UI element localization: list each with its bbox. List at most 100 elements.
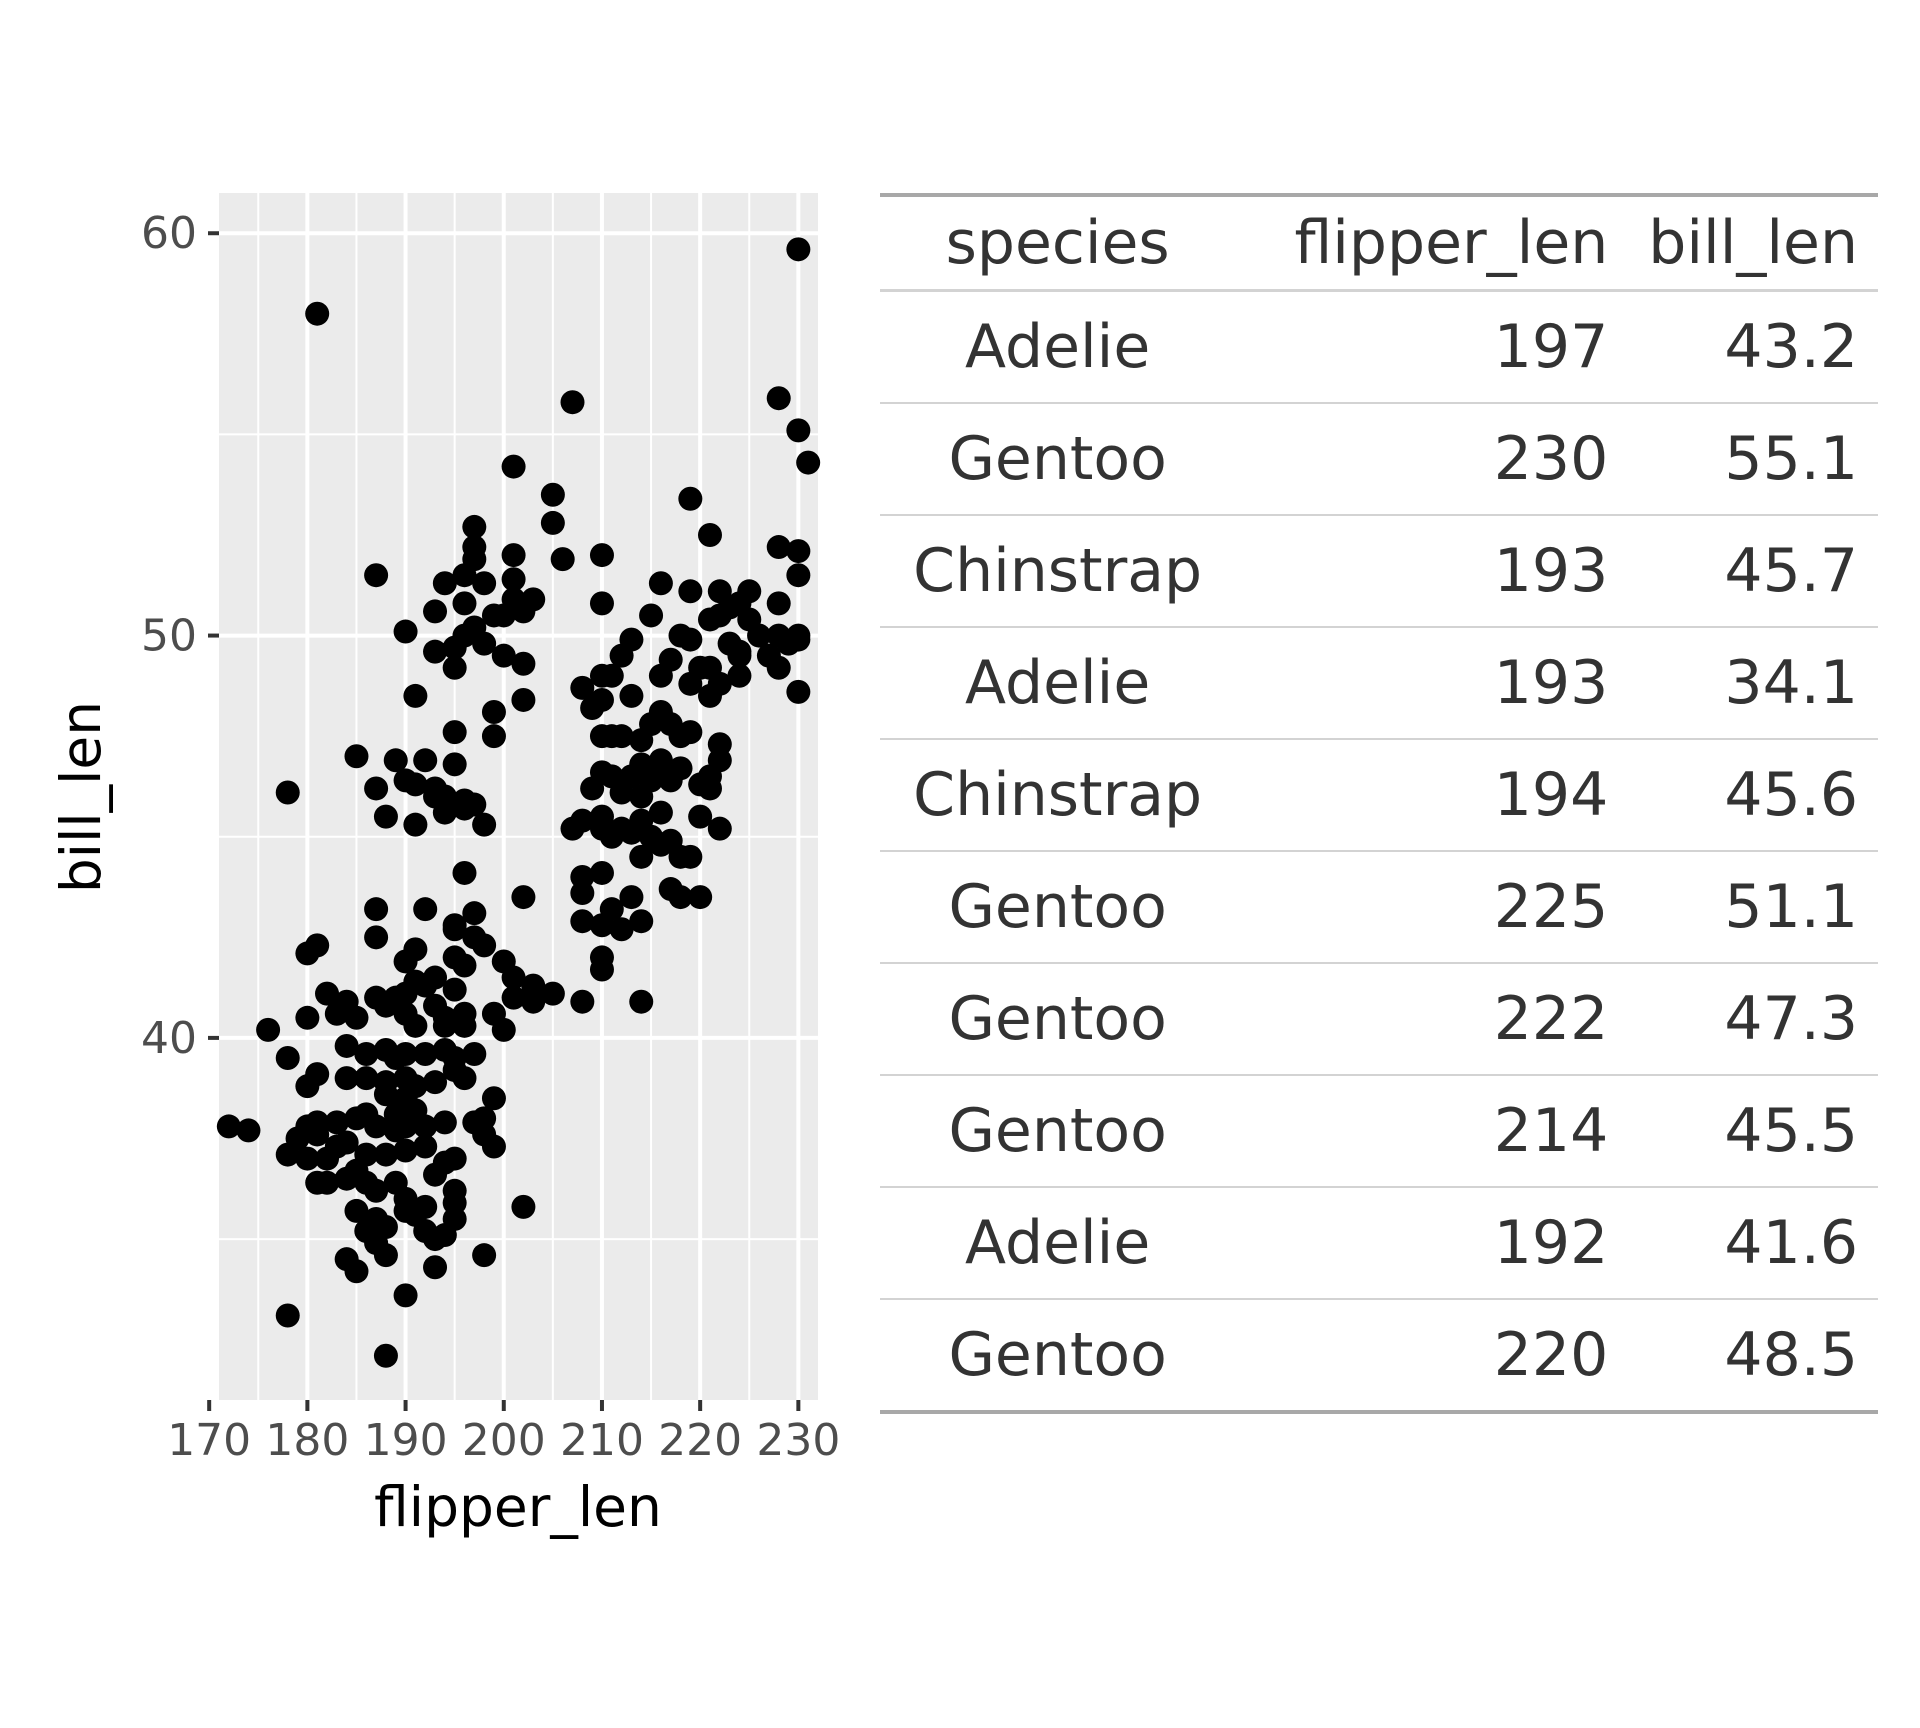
data-point — [796, 450, 821, 475]
data-point — [688, 885, 713, 910]
data-point — [639, 603, 664, 628]
data-point — [373, 1343, 398, 1368]
data-point — [373, 1082, 398, 1107]
cell-flipper-len: 194 — [1235, 739, 1629, 852]
y-axis-label: bill_len — [49, 701, 113, 893]
cell-bill-len: 47.3 — [1628, 963, 1878, 1076]
table-row: Gentoo 225 51.1 — [880, 851, 1878, 964]
data-point — [697, 522, 722, 547]
data-point — [658, 877, 683, 902]
data-point — [570, 675, 595, 700]
data-point — [315, 981, 340, 1006]
data-point — [413, 1041, 438, 1066]
data-point — [501, 985, 526, 1010]
cell-flipper-len: 193 — [1235, 627, 1629, 740]
data-point — [354, 1066, 379, 1091]
cell-species: Chinstrap — [880, 515, 1236, 628]
x-tick-label: 180 — [265, 1415, 349, 1466]
data-point — [442, 1206, 467, 1231]
data-point — [599, 663, 624, 688]
data-point — [472, 812, 497, 837]
cell-species: Gentoo — [880, 851, 1236, 964]
data-point — [589, 591, 614, 616]
cell-species: Gentoo — [880, 1075, 1236, 1188]
data-point — [393, 1114, 418, 1139]
table-row: Adelie 197 43.2 — [880, 290, 1878, 404]
data-point — [403, 772, 428, 797]
data-point — [315, 1170, 340, 1195]
data-point — [550, 547, 575, 572]
data-point — [423, 1227, 448, 1252]
data-point — [423, 599, 448, 624]
data-point — [413, 1134, 438, 1159]
data-point — [364, 1178, 389, 1203]
cell-flipper-len: 222 — [1235, 963, 1629, 1076]
data-point — [275, 780, 300, 805]
data-point — [442, 917, 467, 942]
data-point — [393, 1283, 418, 1308]
data-point — [540, 510, 565, 535]
data-point — [570, 989, 595, 1014]
cell-flipper-len: 214 — [1235, 1075, 1629, 1188]
data-point — [452, 953, 477, 978]
data-point — [305, 301, 330, 326]
table-row: Gentoo 222 47.3 — [880, 963, 1878, 1076]
data-point — [285, 1126, 310, 1151]
data-point — [472, 631, 497, 656]
data-point — [452, 591, 477, 616]
data-point — [570, 909, 595, 934]
data-point — [501, 454, 526, 479]
data-point — [275, 1303, 300, 1328]
table-row: Adelie 193 34.1 — [880, 627, 1878, 740]
data-point — [580, 776, 605, 801]
data-point — [462, 1041, 487, 1066]
data-point — [432, 800, 457, 825]
data-point — [589, 543, 614, 568]
data-point — [727, 639, 752, 664]
data-point — [452, 1013, 477, 1038]
x-tick-label: 220 — [658, 1415, 742, 1466]
data-point — [511, 885, 536, 910]
data-point — [688, 804, 713, 829]
x-tick-label: 210 — [560, 1415, 644, 1466]
data-point — [609, 643, 634, 668]
cell-flipper-len: 230 — [1235, 403, 1629, 516]
data-point — [639, 768, 664, 793]
data-point — [442, 1146, 467, 1171]
data-point — [373, 1243, 398, 1268]
data-point — [295, 1005, 320, 1030]
data-table-container: species flipper_len bill_len Adelie 197 43… — [880, 193, 1878, 1414]
data-point — [619, 820, 644, 845]
data-point — [305, 1122, 330, 1147]
data-point — [766, 655, 791, 680]
data-point — [786, 418, 811, 443]
data-point — [413, 1114, 438, 1139]
x-tick-label: 190 — [364, 1415, 448, 1466]
data-point — [462, 514, 487, 539]
data-point — [295, 1074, 320, 1099]
cell-flipper-len: 225 — [1235, 851, 1629, 964]
data-point — [609, 724, 634, 749]
cell-bill-len: 43.2 — [1628, 290, 1878, 404]
table-row: Gentoo 214 45.5 — [880, 1075, 1878, 1188]
data-point — [344, 1005, 369, 1030]
table-row: Chinstrap 193 45.7 — [880, 515, 1878, 628]
grid-major-lines — [207, 193, 818, 1400]
data-point — [344, 1106, 369, 1131]
cell-bill-len: 55.1 — [1628, 403, 1878, 516]
data-point — [786, 679, 811, 704]
scatter-chart: 170 180 190 200 210 220 230 40 50 60 flipper_len… — [49, 193, 840, 1539]
data-point — [472, 571, 497, 596]
column-header-species: species — [880, 195, 1236, 292]
data-point — [491, 1017, 516, 1042]
data-point — [589, 687, 614, 712]
data-point — [216, 1114, 241, 1139]
data-point — [540, 482, 565, 507]
cell-species: Gentoo — [948, 1320, 1167, 1390]
data-point — [786, 539, 811, 564]
data-point — [452, 860, 477, 885]
data-point — [491, 643, 516, 668]
data-point — [629, 844, 654, 869]
cell-flipper-len: 192 — [1235, 1187, 1629, 1300]
data-point — [452, 796, 477, 821]
